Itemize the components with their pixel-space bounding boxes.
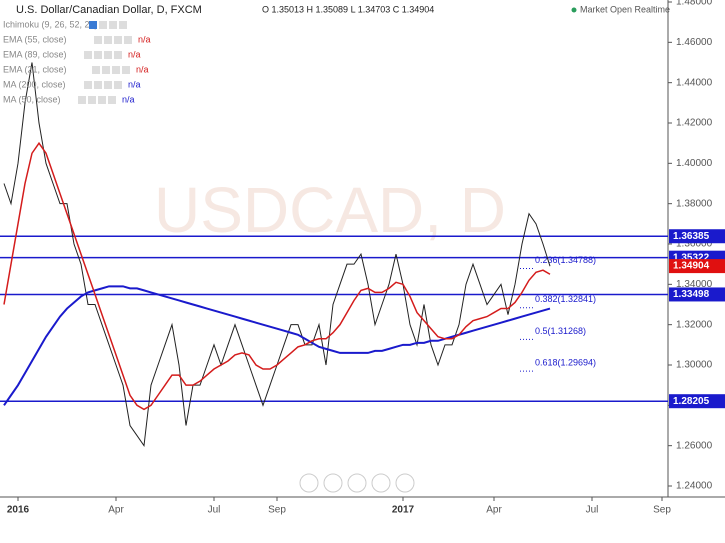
level-label-box [669,229,725,244]
indicator-button[interactable] [114,81,122,89]
indicator-button[interactable] [89,21,97,29]
x-tick-label: Jul [586,505,599,516]
y-tick-label: 1.42000 [676,118,713,129]
x-tick-label: 2017 [392,505,415,516]
indicator-button[interactable] [94,81,102,89]
indicator-name: EMA (89, close) [3,49,67,59]
y-tick-label: 1.34000 [676,279,713,290]
x-tick-label: Sep [268,505,286,516]
indicator-name: Ichimoku (9, 26, 52, 26) [3,19,98,29]
y-tick-label: 1.24000 [676,481,713,492]
indicator-button[interactable] [102,66,110,74]
y-tick-label: 1.32000 [676,319,713,330]
level-label: 1.36385 [673,231,710,242]
ohlc: O 1.35013 H 1.35089 L 1.34703 C 1.34904 [262,4,434,14]
indicator-button[interactable] [78,96,86,104]
indicator-button[interactable] [114,36,122,44]
indicator-name: EMA (21, close) [3,64,67,74]
level-label-box [669,287,725,302]
fib-label: 0.236(1.34788) [535,255,596,265]
indicator-button[interactable] [98,96,106,104]
level-label-box [669,394,725,409]
fib-label: 0.382(1.32841) [535,294,596,304]
series-line [3,141,551,411]
indicator-button[interactable] [104,81,112,89]
last-price-label: 1.34904 [673,261,710,272]
indicator-value: n/a [128,49,141,59]
level-label: 1.28205 [673,396,710,407]
y-tick-label: 1.26000 [676,440,713,451]
button[interactable] [323,473,343,493]
legend: Ichimoku (9, 26, 52, 26) EMA (55, close) n… [3,19,151,104]
indicator-button[interactable] [119,21,127,29]
indicator-button[interactable] [94,36,102,44]
indicator-button[interactable] [94,51,102,59]
x-tick-label: Jul [208,505,221,516]
button[interactable] [299,473,319,493]
plot: 0.236(1.34788) 0.382(1.32841) 0.5(1.31268)… [0,62,668,448]
indicator-button[interactable] [88,96,96,104]
button[interactable] [347,473,367,493]
last-price-box [669,259,725,274]
indicator-value: n/a [138,34,151,44]
y-tick-label: 1.30000 [676,360,713,371]
chart-title: U.S. Dollar/Canadian Dollar, D, FXCM [16,4,202,16]
indicator-button[interactable] [108,96,116,104]
status-dot [571,7,577,13]
indicator-button[interactable] [122,66,130,74]
status: Market Open Realtime [580,4,670,14]
level-label: 1.33498 [673,289,710,300]
indicator-button[interactable] [124,36,132,44]
y-tick-label: 1.36000 [676,239,713,250]
x-tick-label: Sep [653,505,671,516]
indicator-button[interactable] [92,66,100,74]
y-tick-label: 1.48000 [676,0,713,8]
indicator-value: n/a [128,79,141,89]
indicator-name: MA (200, close) [3,79,66,89]
indicator-button[interactable] [109,21,117,29]
fib-label: 0.618(1.29694) [535,358,596,368]
indicator-button[interactable] [99,21,107,29]
header: U.S. Dollar/Canadian Dollar, D, FXCM O 1… [16,4,670,16]
y-tick-label: 1.38000 [676,198,713,209]
y-tick-label: 1.40000 [676,158,713,169]
indicator-value: n/a [136,64,149,74]
indicator-button[interactable] [84,51,92,59]
x-tick-label: Apr [486,505,502,516]
indicator-button[interactable] [104,36,112,44]
x-tick-label: Apr [108,505,124,516]
y-tick-label: 1.46000 [676,37,713,48]
indicator-button[interactable] [114,51,122,59]
indicator-button[interactable] [84,81,92,89]
indicator-button[interactable] [112,66,120,74]
watermark: USDCAD, D [154,174,506,246]
x-tick-label: 2016 [7,505,30,516]
y-tick-label: 1.44000 [676,77,713,88]
button[interactable] [395,473,415,493]
scroll-buttons [299,473,415,493]
indicator-name: MA (50, close) [3,94,61,104]
indicator-value: n/a [122,94,135,104]
indicator-name: EMA (55, close) [3,34,67,44]
level-label: 1.35322 [673,252,710,263]
fib-label: 0.5(1.31268) [535,326,586,336]
button[interactable] [371,473,391,493]
indicator-button[interactable] [104,51,112,59]
